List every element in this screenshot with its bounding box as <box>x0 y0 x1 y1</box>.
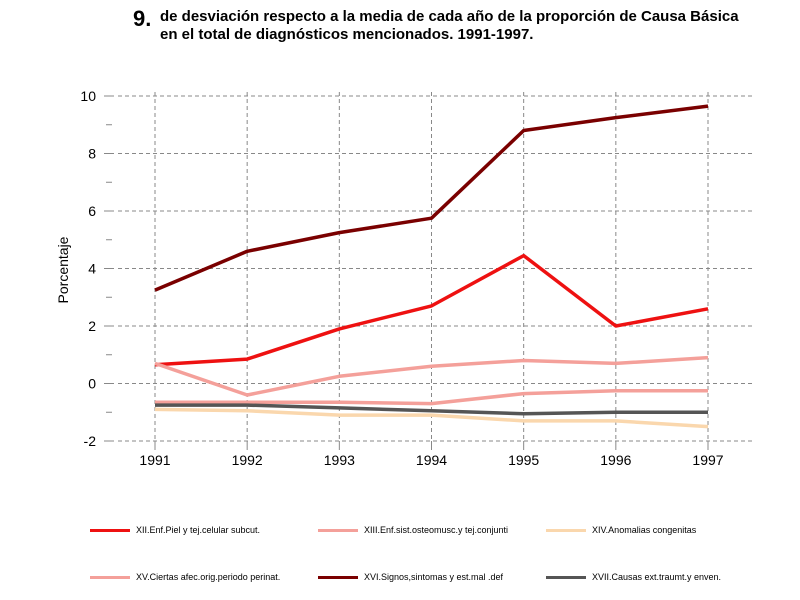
legend-item: XIII.Enf.sist.osteomusc.y tej.conjunti <box>318 525 508 535</box>
legend-swatch <box>318 575 358 579</box>
legend-label: XVI.Signos,sintomas y est.mal .def <box>364 572 504 582</box>
series-line-3 <box>154 407 709 429</box>
legend-swatch <box>90 528 130 532</box>
legend-swatch <box>90 575 130 579</box>
legend-item: XV.Ciertas afec.orig.periodo perinat. <box>90 572 280 582</box>
y-tick-label: 4 <box>88 261 96 277</box>
series-line-5 <box>154 104 709 292</box>
legend-swatch <box>318 528 358 532</box>
series-line-1 <box>154 253 709 367</box>
x-tick-label: 1993 <box>324 452 355 468</box>
y-axis-label: Porcentaje <box>55 236 71 303</box>
x-tick-label: 1996 <box>600 452 631 468</box>
legend-label: XVII.Causas ext.traumt.y enven. <box>592 572 722 582</box>
legend-swatch <box>546 528 586 532</box>
legend-item: XII.Enf.Piel y tej.celular subcut. <box>90 525 260 535</box>
figure-number: 9. <box>133 6 152 31</box>
axes: 10 8 6 4 2 0 -2 1991 1992 1993 1994 1995 1996 1997 <box>80 88 723 468</box>
legend-item: XIV.Anomalias congenitas <box>546 525 696 535</box>
y-tick-label: 6 <box>88 203 96 219</box>
y-tick-label: 10 <box>80 88 96 104</box>
x-tick-label: 1997 <box>692 452 723 468</box>
legend-item: XVII.Causas ext.traumt.y enven. <box>546 572 721 582</box>
legend-item: XVI.Signos,sintomas y est.mal .def <box>318 572 503 582</box>
legend-label: XII.Enf.Piel y tej.celular subcut. <box>136 525 261 535</box>
x-tick-label: 1995 <box>508 452 539 468</box>
series-line-4 <box>154 355 709 397</box>
y-tick-label: -2 <box>84 433 97 449</box>
series-line-2 <box>155 388 708 406</box>
legend-label: XIII.Enf.sist.osteomusc.y tej.conjunti <box>364 525 509 535</box>
x-tick-label: 1991 <box>139 452 170 468</box>
series-lines <box>154 104 709 429</box>
legend-label: XIV.Anomalias congenitas <box>592 525 697 535</box>
y-tick-label: 2 <box>88 318 96 334</box>
legend-label: XV.Ciertas afec.orig.periodo perinat. <box>136 572 281 582</box>
series-line-6 <box>155 403 708 416</box>
gridlines <box>118 92 755 442</box>
y-tick-label: 0 <box>88 376 96 392</box>
chart-title: de desviación respecto a la media de cad… <box>160 8 739 43</box>
legend-swatch <box>546 575 586 579</box>
x-tick-label: 1994 <box>416 452 447 468</box>
y-tick-label: 8 <box>88 146 96 162</box>
x-tick-label: 1992 <box>232 452 263 468</box>
